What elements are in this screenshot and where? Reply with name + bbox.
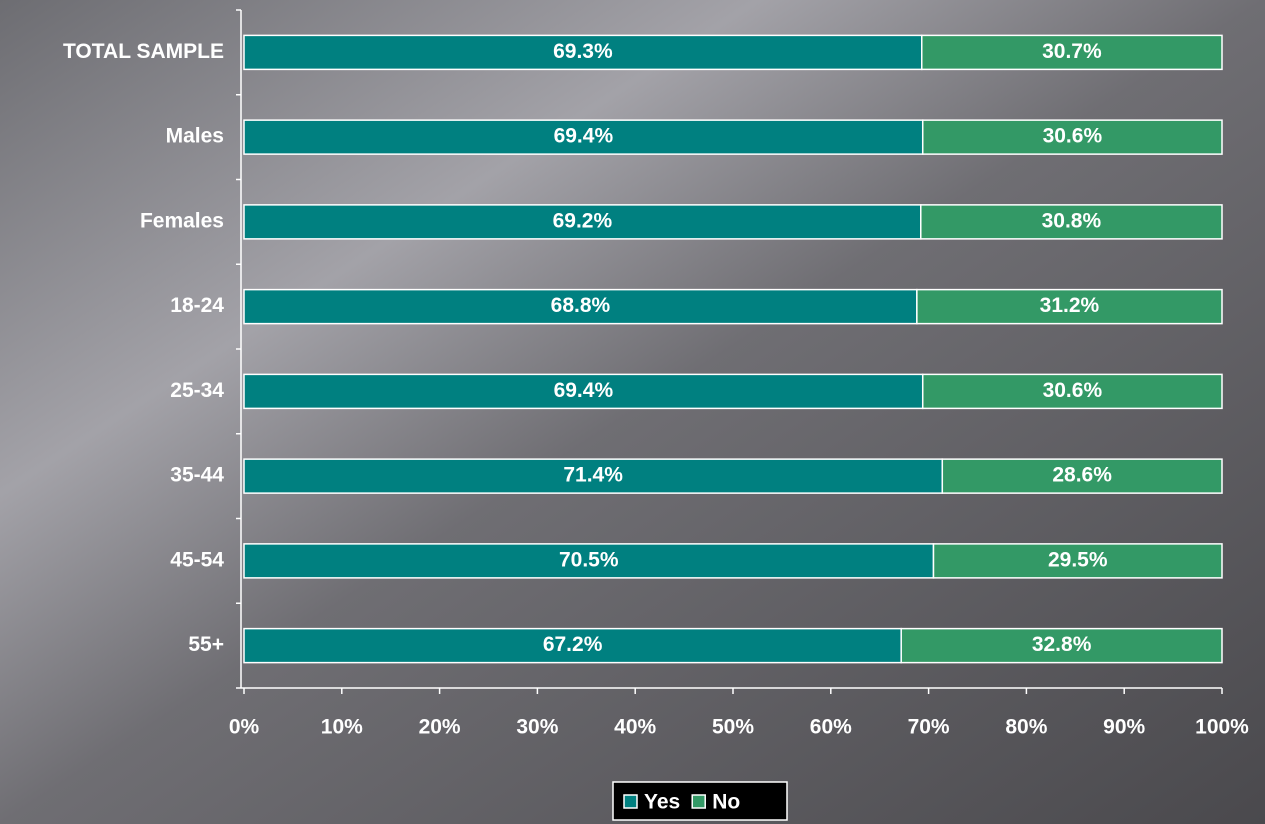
legend-swatch xyxy=(691,794,706,809)
y-tick-label: 35-44 xyxy=(170,464,224,487)
bar-segment xyxy=(243,627,902,664)
bar-segment xyxy=(243,34,923,71)
data-label: 31.2% xyxy=(1040,294,1100,317)
y-tick-label: 45-54 xyxy=(170,548,224,571)
bar-segment xyxy=(916,288,1223,325)
x-tick-label: 0% xyxy=(229,716,260,739)
data-label: 29.5% xyxy=(1048,548,1108,571)
bar-segment xyxy=(941,458,1223,494)
y-tick-label: Females xyxy=(140,209,224,232)
data-label: 28.6% xyxy=(1052,464,1112,487)
x-tick-label: 30% xyxy=(516,716,558,739)
x-tick-label: 100% xyxy=(1195,716,1249,739)
y-tick-label: Males xyxy=(166,125,224,148)
x-tick-label: 50% xyxy=(712,716,754,739)
bar-segment xyxy=(243,458,944,494)
data-label: 30.7% xyxy=(1042,40,1102,63)
y-tick-label: 55+ xyxy=(188,633,224,656)
data-label: 30.8% xyxy=(1042,209,1102,232)
data-label: 70.5% xyxy=(559,548,619,571)
x-tick-label: 40% xyxy=(614,716,656,739)
y-tick-label: 18-24 xyxy=(170,294,224,317)
data-label: 67.2% xyxy=(543,633,603,656)
legend-swatch xyxy=(623,794,638,809)
data-label: 69.2% xyxy=(553,209,613,232)
data-label: 30.6% xyxy=(1043,379,1103,402)
x-tick-label: 10% xyxy=(321,716,363,739)
data-label: 71.4% xyxy=(563,464,623,487)
bar-segment xyxy=(921,373,1223,410)
bar-segment xyxy=(243,543,935,579)
x-tick-label: 60% xyxy=(810,716,852,739)
bar-segment xyxy=(900,627,1223,664)
x-tick-label: 20% xyxy=(419,716,461,739)
y-tick-label: TOTAL SAMPLE xyxy=(63,40,224,63)
bar-segment xyxy=(921,34,1223,71)
data-label: 69.3% xyxy=(553,40,613,63)
bar-segment xyxy=(921,119,1223,155)
bar-segment xyxy=(932,543,1223,579)
bar-segment xyxy=(243,119,924,155)
data-label: 69.4% xyxy=(554,125,614,148)
x-tick-label: 90% xyxy=(1103,716,1145,739)
y-tick-label: 25-34 xyxy=(170,379,224,402)
data-label: 32.8% xyxy=(1032,633,1092,656)
bar-segment xyxy=(243,288,918,325)
data-label: 30.6% xyxy=(1043,125,1103,148)
data-label: 69.4% xyxy=(554,379,614,402)
x-tick-label: 70% xyxy=(908,716,950,739)
legend-label: No xyxy=(712,791,740,814)
data-label: 68.8% xyxy=(551,294,611,317)
x-tick-label: 80% xyxy=(1005,716,1047,739)
bar-segment xyxy=(920,204,1223,240)
legend-label: Yes xyxy=(644,791,680,814)
